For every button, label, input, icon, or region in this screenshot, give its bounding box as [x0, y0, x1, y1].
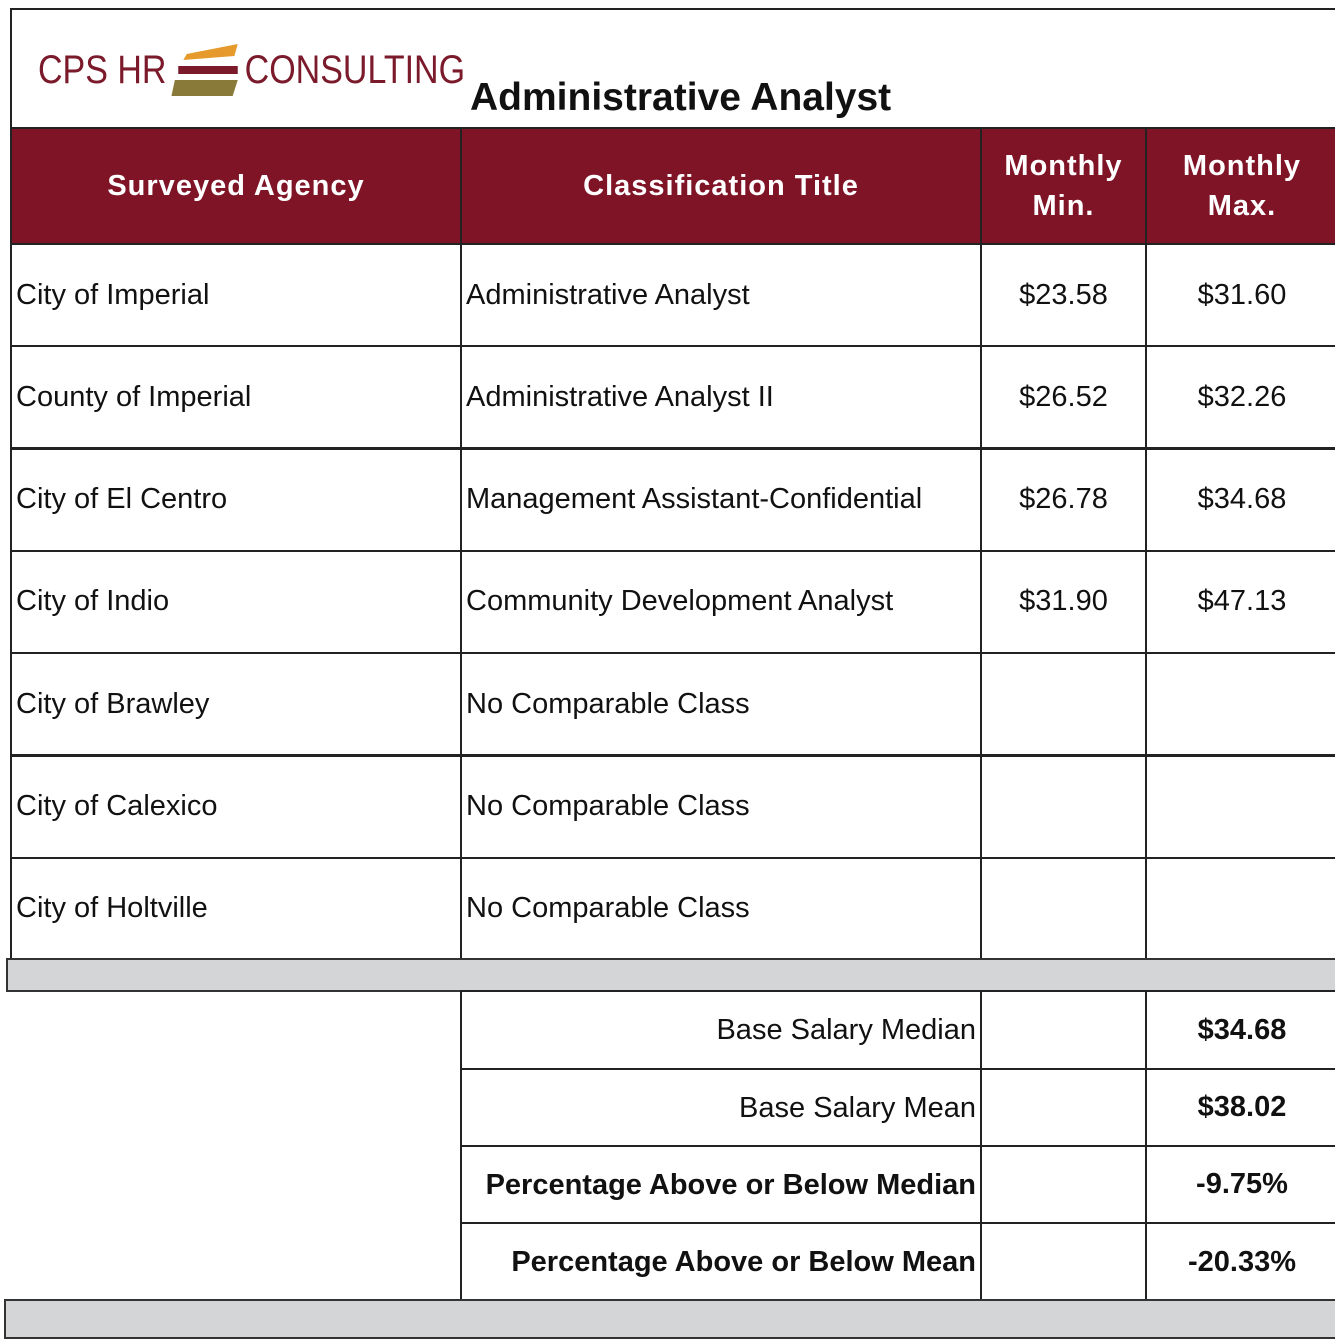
- table-cell: City of Holtville: [10, 856, 462, 961]
- separator-band: [4, 1299, 1335, 1339]
- empty-cell: [980, 990, 1147, 1070]
- top-frame: [10, 8, 1335, 129]
- table-cell: No Comparable Class: [460, 856, 982, 961]
- table-cell: Management Assistant-Confidential: [460, 447, 982, 552]
- table-cell: City of Brawley: [10, 652, 462, 757]
- table-cell: $26.78: [980, 447, 1147, 552]
- table-cell: $26.52: [980, 345, 1147, 450]
- logo-mark: [171, 44, 238, 96]
- table-cell: $34.68: [1145, 447, 1335, 552]
- column-header: Monthly Max.: [1145, 127, 1335, 245]
- empty-cell: [980, 754, 1147, 859]
- empty-cell: [980, 1145, 1147, 1224]
- table-cell: City of Indio: [10, 549, 462, 654]
- empty-cell: [1145, 856, 1335, 961]
- empty-cell: [980, 652, 1147, 757]
- title: Administrative Analyst: [470, 76, 892, 119]
- summary-label: Percentage Above or Below Median: [460, 1145, 982, 1224]
- empty-cell: [980, 1222, 1147, 1302]
- table-cell: Administrative Analyst II: [460, 345, 982, 450]
- empty-cell: [1145, 652, 1335, 757]
- table-cell: County of Imperial: [10, 345, 462, 450]
- table-cell: City of El Centro: [10, 447, 462, 552]
- empty-cell: [980, 856, 1147, 961]
- column-header: Surveyed Agency: [10, 127, 462, 245]
- summary-label: Base Salary Mean: [460, 1068, 982, 1147]
- summary-label: Percentage Above or Below Mean: [460, 1222, 982, 1302]
- table-cell: Community Development Analyst: [460, 549, 982, 654]
- table-cell: $31.90: [980, 549, 1147, 654]
- table-cell: No Comparable Class: [460, 754, 982, 859]
- column-header: Monthly Min.: [980, 127, 1147, 245]
- table-cell: Administrative Analyst: [460, 243, 982, 347]
- summary-value: $34.68: [1145, 990, 1335, 1070]
- column-header: Classification Title: [460, 127, 982, 245]
- table-cell: $23.58: [980, 243, 1147, 347]
- empty-cell: [980, 1068, 1147, 1147]
- table-cell: $47.13: [1145, 549, 1335, 654]
- empty-cell: [1145, 754, 1335, 859]
- separator-band: [6, 958, 1335, 992]
- table-cell: $32.26: [1145, 345, 1335, 450]
- table-cell: City of Calexico: [10, 754, 462, 859]
- logo-left: CPS HR: [38, 47, 167, 92]
- summary-value: -9.75%: [1145, 1145, 1335, 1224]
- summary-label: Base Salary Median: [460, 990, 982, 1070]
- summary-value: $38.02: [1145, 1068, 1335, 1147]
- logo: CPS HR CONSULTING: [38, 40, 465, 100]
- summary-value: -20.33%: [1145, 1222, 1335, 1302]
- logo-right: CONSULTING: [244, 47, 466, 92]
- table-cell: $31.60: [1145, 243, 1335, 347]
- table-cell: City of Imperial: [10, 243, 462, 347]
- table-cell: No Comparable Class: [460, 652, 982, 757]
